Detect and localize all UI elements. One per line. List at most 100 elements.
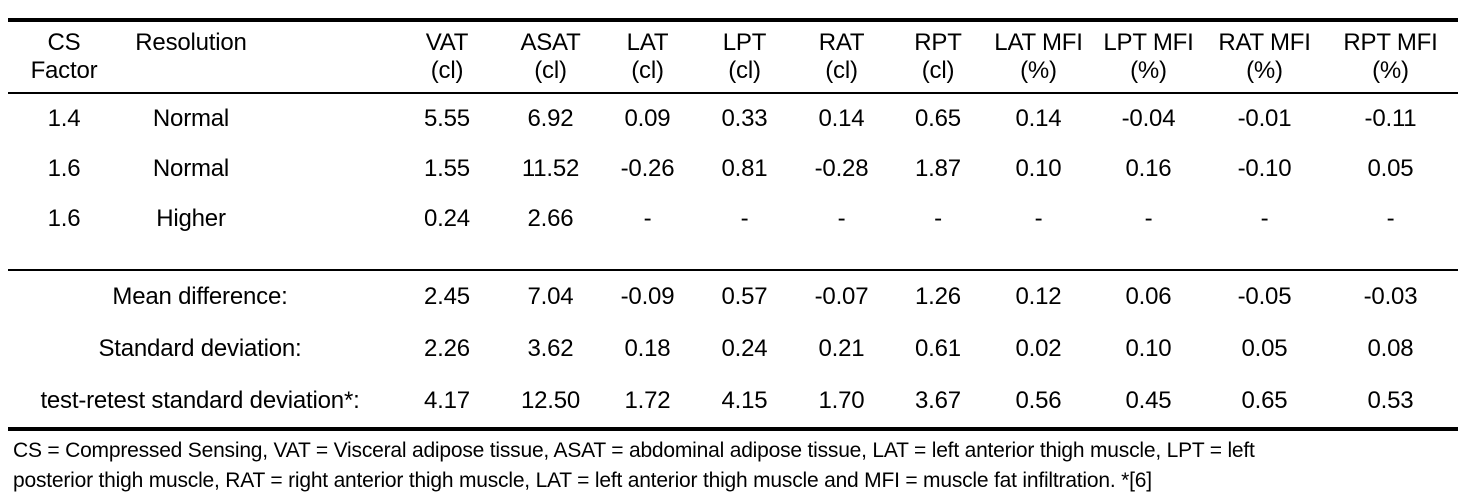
value-rpt: 1.87	[915, 155, 961, 182]
table-header: CS Resolution VAT ASAT LAT LPT RAT RPT LAT MFI LP…	[8, 20, 1458, 94]
summary-value-rat: -0.07	[814, 283, 869, 310]
summary-label: Mean difference:	[112, 283, 288, 310]
summary-value-lat-mfi: 0.02	[1015, 335, 1062, 362]
summary-value-rpt-mfi: 0.53	[1323, 375, 1458, 431]
value-lpt: 0.81	[721, 155, 768, 182]
summary-value-rat-mfi: -0.05	[1237, 283, 1292, 310]
header-cell-vat-line2: (cl)	[392, 57, 502, 94]
value-rat: -0.28	[814, 155, 869, 182]
header-cell-lpt-line2: (cl)	[696, 57, 793, 94]
value-rat-mfi: -	[1260, 205, 1269, 232]
summary-value-rat: 0.21	[818, 335, 865, 362]
table-body: 1.4 Normal 5.55 6.92 0.09 0.33 0.14 0.65 0.14 -0.…	[8, 93, 1458, 431]
summary-label: test-retest standard deviation*:	[8, 375, 392, 431]
summary-value-vat: 2.26	[424, 335, 470, 362]
summary-value-lat: 0.18	[624, 335, 671, 362]
summary-value-lpt: 4.15	[696, 375, 793, 431]
section-divider	[8, 244, 1458, 271]
value-rpt-mfi: -	[1386, 205, 1395, 232]
value-vat: 1.55	[424, 155, 470, 182]
value-lat-mfi: 0.10	[1015, 155, 1062, 182]
value-rat: 0.14	[818, 105, 865, 132]
summary-value-rpt: 0.61	[915, 335, 961, 362]
summary-value-rpt-mfi: 0.08	[1367, 335, 1414, 362]
header-cell-lpt-line1: LPT	[722, 29, 767, 56]
resolution-value: Normal	[152, 105, 230, 132]
data-row-1: 1.4 Normal 5.55 6.92 0.09 0.33 0.14 0.65 0.14 -0.…	[8, 93, 1458, 144]
header-cell-resolution-line1: Resolution	[135, 29, 247, 56]
header-cell-asat-line2: (cl)	[502, 57, 599, 94]
value-lpt: 0.33	[721, 105, 768, 132]
header-cell-cs-line1: CS	[47, 29, 81, 56]
value-rat-mfi: -0.01	[1237, 105, 1292, 132]
value-vat: 0.24	[424, 205, 470, 232]
value-lat: -	[643, 205, 652, 232]
value-rpt-mfi: -0.11	[1364, 105, 1417, 132]
header-cell-rat-line2: (cl)	[793, 57, 890, 94]
summary-value-rpt: 3.67	[890, 375, 986, 431]
summary-value-lpt-mfi: 0.45	[1091, 375, 1206, 431]
value-lat: -0.26	[620, 155, 675, 182]
value-rat: -	[837, 205, 846, 232]
header-cell-rat-line1: RAT	[818, 29, 865, 56]
header-cell-lpt-mfi-line2: (%)	[1091, 57, 1206, 94]
value-lpt-mfi: -0.04	[1121, 105, 1176, 132]
header-cell-rpt-line2: (cl)	[890, 57, 986, 94]
summary-value-asat: 12.50	[502, 375, 599, 431]
summary-value-lat-mfi: 0.12	[1015, 283, 1062, 310]
header-cell-lat-mfi-line2: (%)	[986, 57, 1091, 94]
data-row-3: 1.6 Higher 0.24 2.66 - - - - - - - -	[8, 194, 1458, 244]
header-cell-lpt-mfi-line1: LPT MFI	[1103, 29, 1194, 56]
resolution-value: Normal	[152, 155, 230, 182]
summary-value-vat: 4.17	[392, 375, 502, 431]
resolution-value: Higher	[156, 205, 226, 232]
summary-label: Standard deviation:	[98, 335, 302, 362]
summary-value-vat: 2.45	[424, 283, 470, 310]
cs-factor-value: 1.6	[47, 155, 81, 182]
value-asat: 11.52	[521, 155, 580, 182]
header-cell-rpt-mfi-line1: RPT MFI	[1343, 29, 1438, 56]
header-cell-lat-mfi-line1: LAT MFI	[994, 29, 1083, 56]
header-cell-lat-line2: (cl)	[599, 57, 696, 94]
value-lpt-mfi: 0.16	[1125, 155, 1172, 182]
summary-row-mean-difference: Mean difference: 2.45 7.04 -0.09 0.57 -0.07 1.…	[8, 270, 1458, 323]
summary-value-lat: -0.09	[620, 283, 675, 310]
table-footnote: CS = Compressed Sensing, VAT = Visceral …	[8, 431, 1458, 496]
value-asat: 2.66	[527, 205, 574, 232]
summary-value-lpt-mfi: 0.10	[1125, 335, 1172, 362]
summary-row-standard-deviation: Standard deviation: 2.26 3.62 0.18 0.24 0.21 0…	[8, 323, 1458, 375]
summary-value-lpt: 0.57	[721, 283, 768, 310]
value-lat: 0.09	[624, 105, 671, 132]
header-cell-asat-line1: ASAT	[520, 29, 581, 56]
summary-value-rpt: 1.26	[915, 283, 961, 310]
value-lat-mfi: -	[1034, 205, 1043, 232]
value-lpt-mfi: -	[1144, 205, 1153, 232]
header-row-1: CS Resolution VAT ASAT LAT LPT RAT RPT LAT MFI LP…	[8, 20, 1458, 57]
footnote-line-2: posterior thigh muscle, RAT = right ante…	[13, 469, 1152, 492]
header-cell-resolution-line2	[120, 57, 392, 94]
cs-factor-value: 1.4	[47, 105, 81, 132]
value-rat-mfi: -0.10	[1237, 155, 1292, 182]
header-cell-rat-mfi-line1: RAT MFI	[1218, 29, 1311, 56]
value-vat: 5.55	[424, 105, 470, 132]
summary-value-lat: 1.72	[599, 375, 696, 431]
summary-value-lpt: 0.24	[721, 335, 768, 362]
summary-value-lat-mfi: 0.56	[986, 375, 1091, 431]
value-asat: 6.92	[527, 105, 574, 132]
footnote-line-1: CS = Compressed Sensing, VAT = Visceral …	[13, 439, 1255, 462]
value-rpt-mfi: 0.05	[1367, 155, 1414, 182]
cs-factor-value: 1.6	[47, 205, 81, 232]
header-cell-cs-line2: Factor	[8, 57, 120, 94]
value-rpt: 0.65	[915, 105, 961, 132]
value-rpt: -	[934, 205, 942, 232]
summary-value-asat: 3.62	[527, 335, 574, 362]
header-cell-rpt-mfi-line2: (%)	[1323, 57, 1458, 94]
header-cell-rpt-line1: RPT	[914, 29, 962, 56]
header-cell-lat-line1: LAT	[626, 29, 669, 56]
summary-value-rat: 1.70	[793, 375, 890, 431]
summary-value-rat-mfi: 0.05	[1241, 335, 1288, 362]
results-table: CS Resolution VAT ASAT LAT LPT RAT RPT LAT MFI LP…	[8, 18, 1458, 431]
value-lpt: -	[740, 205, 749, 232]
summary-value-rpt-mfi: -0.03	[1363, 283, 1418, 310]
